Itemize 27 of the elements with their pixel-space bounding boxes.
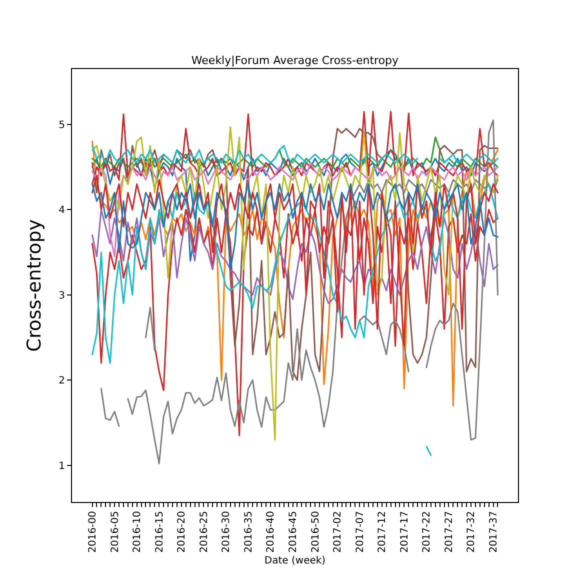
x-tick-label: 2016-45 [288,511,300,553]
x-tick-label: 2017-27 [444,511,455,553]
y-tick-label: 1 [58,460,65,472]
x-tick-label: 2016-20 [176,511,188,553]
y-tick-label: 4 [58,205,65,216]
x-tick-label: 2017-07 [354,511,366,553]
x-tick-label: 2017-22 [422,511,433,553]
x-tick-label: 2017-37 [488,511,500,553]
x-tick-label: 2017-12 [377,511,388,553]
x-tick-label: 2016-30 [221,511,232,553]
x-tick-label: 2016-50 [310,511,322,553]
x-tick-label: 2016-05 [110,511,121,553]
x-tick-label: 2017-17 [399,511,410,553]
x-tick-label: 2016-40 [266,511,277,553]
x-tick-label: 2016-15 [154,511,166,553]
x-tick-label: 2017-32 [466,511,478,553]
x-tick-label: 2017-02 [332,511,344,553]
chart-title: Weekly|Forum Average Cross-entropy [191,54,400,67]
y-tick-label: 5 [58,120,65,131]
x-tick-label: 2016-25 [198,511,210,553]
x-tick-label: 2016-35 [243,511,254,553]
x-axis-title: Date (week) [264,555,326,566]
y-tick-label: 2 [58,376,65,387]
x-tick-label: 2016-00 [88,511,99,553]
x-tick-label: 2016-10 [132,511,144,553]
y-tick-label: 3 [58,290,65,302]
y-axis-title: Cross-entropy [23,219,46,352]
